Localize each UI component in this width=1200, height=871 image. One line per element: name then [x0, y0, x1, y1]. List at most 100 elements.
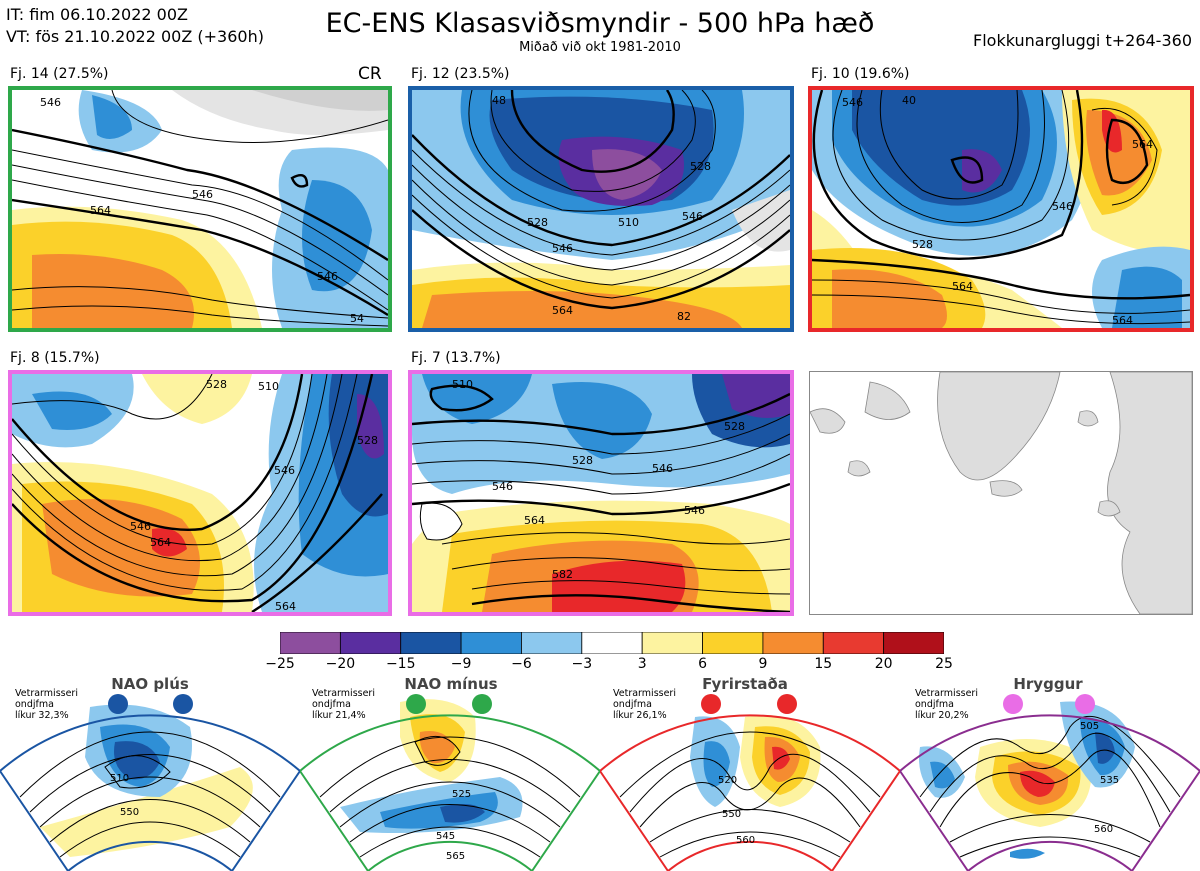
- colorbar-swatch: [521, 631, 583, 655]
- contour-label: 565: [446, 851, 465, 862]
- colorbar-tick-label: −25: [265, 656, 295, 672]
- contour-label: 528: [206, 378, 227, 391]
- contour-label: 545: [436, 831, 455, 842]
- contour-label: 546: [192, 188, 213, 201]
- regime-4-title: Hryggur: [1013, 675, 1083, 693]
- contour-label: 510: [258, 380, 279, 393]
- colorbar-swatch: [883, 631, 945, 655]
- header-info: IT: fim 06.10.2022 00Z VT: fös 21.10.202…: [6, 4, 264, 48]
- regime-2-marker: [406, 694, 426, 714]
- contour-label: 40: [902, 94, 916, 107]
- colorbar-tick-label: −20: [325, 656, 356, 672]
- regime-1-map: 510 550: [0, 704, 300, 871]
- regime-2-marker: [472, 694, 492, 714]
- colorbar-tick-label: 9: [758, 656, 768, 672]
- regime-3-map: 520 550 560: [600, 714, 900, 871]
- panel-2-label: Fj. 12 (23.5%): [411, 66, 510, 82]
- contour-label: 546: [652, 462, 673, 475]
- contour-label: 82: [677, 310, 691, 323]
- page-subtitle: Miðað við okt 1981-2010: [519, 40, 681, 55]
- cluster-map-3: 546 528 564 564 564 546 40: [808, 86, 1194, 332]
- contour-label: 546: [492, 480, 513, 493]
- valid-time: VT: fös 21.10.2022 00Z (+360h): [6, 27, 264, 46]
- cluster-map-2: 528 510 546 564 528 546 82 48: [408, 86, 794, 332]
- contour-label: 528: [572, 454, 593, 467]
- colorbar-tick-label: 3: [637, 656, 647, 672]
- regime-3-marker: [701, 694, 721, 714]
- colorbar-swatch: [339, 631, 402, 655]
- contour-label: 510: [618, 216, 639, 229]
- contour-label: 54: [350, 312, 364, 325]
- contour-label: 510: [452, 378, 473, 391]
- regime-4-map: 505 535 560: [900, 701, 1200, 871]
- contour-label: 510: [110, 773, 129, 784]
- contour-label: 546: [317, 270, 338, 283]
- regime-3-note: Vetrarmisseri ondjfma líkur 26,1%: [613, 688, 676, 721]
- colorbar-swatch: [460, 631, 522, 655]
- contour-label: 560: [736, 835, 755, 846]
- regime-4-marker: [1075, 694, 1095, 714]
- contour-label: 525: [452, 789, 471, 800]
- contour-label: 535: [1100, 775, 1119, 786]
- contour-label: 550: [722, 809, 741, 820]
- panel-4-label: Fj. 8 (15.7%): [10, 350, 100, 366]
- contour-label: 564: [90, 204, 111, 217]
- regime-1-title: NAO plús: [111, 675, 189, 693]
- contour-label: 582: [552, 568, 573, 581]
- colorbar-tick-label: 15: [814, 656, 833, 672]
- regime-2-title: NAO mínus: [404, 675, 498, 693]
- initial-time: IT: fim 06.10.2022 00Z: [6, 5, 188, 24]
- colorbar-swatch: [279, 631, 341, 655]
- colorbar-tick-label: 25: [935, 656, 953, 672]
- contour-label: 564: [275, 600, 296, 612]
- contour-label: 564: [952, 280, 973, 293]
- colorbar-tick-label: −9: [450, 656, 472, 672]
- colorbar-swatch: [822, 631, 885, 655]
- colorbar-swatch: [581, 631, 643, 655]
- regime-3-marker: [777, 694, 797, 714]
- regime-2-map: 525 545 565: [300, 699, 600, 871]
- panel-5-label: Fj. 7 (13.7%): [411, 350, 501, 366]
- contour-label: 528: [724, 420, 745, 433]
- regime-2-note: Vetrarmisseri ondjfma líkur 21,4%: [312, 688, 375, 721]
- contour-label: 546: [1052, 200, 1073, 213]
- colorbar-tick-label: −15: [385, 656, 416, 672]
- contour-label: 528: [527, 216, 548, 229]
- panel-3-label: Fj. 10 (19.6%): [811, 66, 910, 82]
- contour-label: 564: [1112, 314, 1133, 327]
- colorbar-swatch: [762, 631, 824, 655]
- contour-label: 546: [552, 242, 573, 255]
- contour-label: 546: [684, 504, 705, 517]
- colorbar-tick-label: 6: [698, 656, 707, 672]
- page-title: EC-ENS Klasasviðsmyndir - 500 hPa hæð: [325, 8, 875, 39]
- panel-1-label: Fj. 14 (27.5%): [10, 66, 109, 82]
- contour-label: 528: [690, 160, 711, 173]
- cluster-map-1: 546 546 564 546 54: [8, 86, 392, 332]
- contour-label: 546: [682, 210, 703, 223]
- contour-label: 546: [842, 96, 863, 109]
- contour-label: 505: [1080, 721, 1099, 732]
- contour-label: 528: [357, 434, 378, 447]
- colorbar-tick-label: 20: [874, 656, 893, 672]
- regime-row: Vetrarmisseri ondjfma líkur 32,3% NAO plús…: [0, 672, 1200, 871]
- regime-3-title: Fyrirstaða: [702, 675, 788, 693]
- panel-1-tag: CR: [358, 64, 382, 84]
- contour-label: 528: [912, 238, 933, 251]
- contour-label: 48: [492, 94, 506, 107]
- colorbar-swatch: [400, 631, 462, 655]
- contour-label: 546: [130, 520, 151, 533]
- contour-label: 560: [1094, 824, 1113, 835]
- classification-window: Flokkunargluggi t+264-360: [973, 31, 1192, 50]
- regime-1-note: Vetrarmisseri ondjfma líkur 32,3%: [15, 688, 78, 721]
- regime-1-marker: [173, 694, 193, 714]
- contour-label: 564: [150, 536, 171, 549]
- contour-label: 520: [718, 775, 737, 786]
- contour-label: 564: [552, 304, 573, 317]
- colorbar-tick-label: −6: [511, 656, 532, 672]
- regime-4-note: Vetrarmisseri ondjfma líkur 20,2%: [915, 688, 978, 721]
- base-map-panel: [809, 371, 1193, 615]
- contour-label: 564: [1132, 138, 1153, 151]
- colorbar: [279, 631, 945, 658]
- cluster-map-4: 510 528 546 546 564 564 528: [8, 370, 392, 616]
- colorbar-swatch: [702, 631, 764, 655]
